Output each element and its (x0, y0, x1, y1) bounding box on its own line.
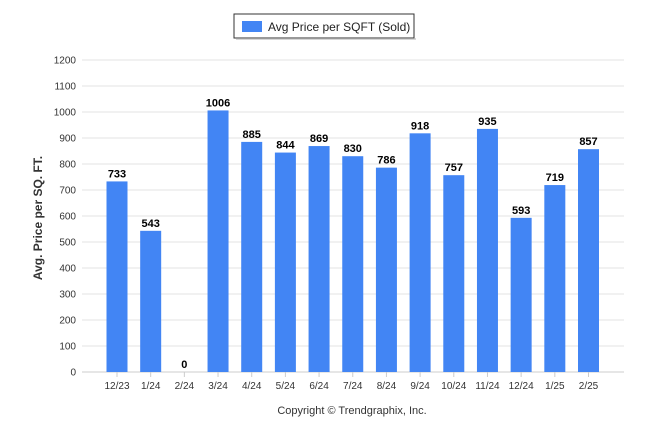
bar-data-labels: 733 543 0 1006 885 844 869 830 786 918 757 935 593 71… (108, 97, 598, 371)
bar[interactable] (510, 217, 532, 372)
y-tick-label: 900 (59, 134, 76, 145)
bar-value-label: 1006 (206, 97, 230, 109)
y-axis-title: Avg. Price per SQ. FT. (31, 156, 45, 280)
bar[interactable] (207, 110, 229, 372)
x-tick-label: 7/24 (343, 381, 363, 392)
bar-series (106, 110, 599, 372)
x-tick-label: 4/24 (242, 381, 262, 392)
bar[interactable] (106, 181, 128, 372)
legend-box (233, 13, 415, 39)
y-tick-label: 1100 (54, 82, 76, 93)
y-tick-label: 800 (59, 160, 76, 171)
bar[interactable] (409, 133, 431, 372)
bar-value-label: 0 (181, 359, 187, 371)
bar[interactable] (241, 141, 263, 372)
bar-value-label: 830 (344, 143, 362, 155)
bar-value-label: 786 (377, 155, 395, 167)
bar[interactable] (443, 175, 465, 372)
bar[interactable] (578, 149, 599, 372)
y-tick-label: 0 (70, 368, 76, 379)
bar[interactable] (544, 185, 566, 372)
bar-value-label: 935 (478, 116, 496, 128)
legend-shadow (236, 38, 416, 40)
y-tick-label: 700 (59, 186, 76, 197)
bar[interactable] (308, 146, 330, 372)
copyright-text: Copyright © Trendgraphix, Inc. (277, 405, 426, 417)
x-tick-label: 8/24 (377, 381, 397, 392)
y-tick-label: 600 (59, 212, 76, 223)
x-tick-label: 6/24 (309, 381, 329, 392)
legend-label: Avg Price per SQFT (Sold) (268, 20, 410, 34)
y-tick-label: 300 (59, 290, 76, 301)
x-tick-label: 11/24 (475, 381, 500, 392)
x-tick-label: 2/24 (175, 381, 195, 392)
x-tick-label: 1/25 (545, 381, 565, 392)
y-axis-ticks: 0 100 200 300 400 500 600 700 800 900 1000 1100 1200 (54, 56, 77, 379)
bar[interactable] (274, 152, 296, 372)
x-tick-label: 2/25 (579, 381, 599, 392)
bar-value-label: 885 (243, 129, 261, 141)
y-tick-label: 100 (59, 342, 76, 353)
y-tick-label: 400 (59, 264, 76, 275)
x-axis-ticks: 12/23 1/24 2/24 3/24 4/24 5/24 6/24 7/24 8/24 9/2… (104, 372, 599, 392)
bar[interactable] (342, 156, 364, 372)
x-tick-label: 3/24 (208, 381, 228, 392)
y-tick-label: 200 (59, 316, 76, 327)
x-tick-label: 12/23 (104, 381, 129, 392)
bar-value-label: 719 (546, 172, 564, 184)
bar-value-label: 733 (108, 168, 126, 180)
bar-value-label: 757 (445, 162, 463, 174)
x-tick-label: 12/24 (509, 381, 534, 392)
bar-value-label: 857 (579, 136, 597, 148)
bar-value-label: 543 (141, 218, 159, 230)
y-tick-label: 1000 (54, 108, 77, 119)
bar[interactable] (140, 230, 162, 372)
bar-value-label: 593 (512, 205, 530, 217)
x-tick-label: 9/24 (410, 381, 430, 392)
x-tick-label: 5/24 (276, 381, 296, 392)
bar-value-label: 869 (310, 133, 328, 145)
legend[interactable]: Avg Price per SQFT (Sold) (233, 13, 416, 40)
bar[interactable] (476, 128, 498, 372)
x-tick-label: 10/24 (441, 381, 466, 392)
y-tick-label: 1200 (54, 56, 77, 67)
legend-swatch (242, 21, 262, 32)
x-tick-label: 1/24 (141, 381, 161, 392)
bar-value-label: 918 (411, 120, 429, 132)
y-tick-label: 500 (59, 238, 76, 249)
bar-value-label: 844 (276, 140, 295, 152)
bar[interactable] (375, 167, 397, 372)
